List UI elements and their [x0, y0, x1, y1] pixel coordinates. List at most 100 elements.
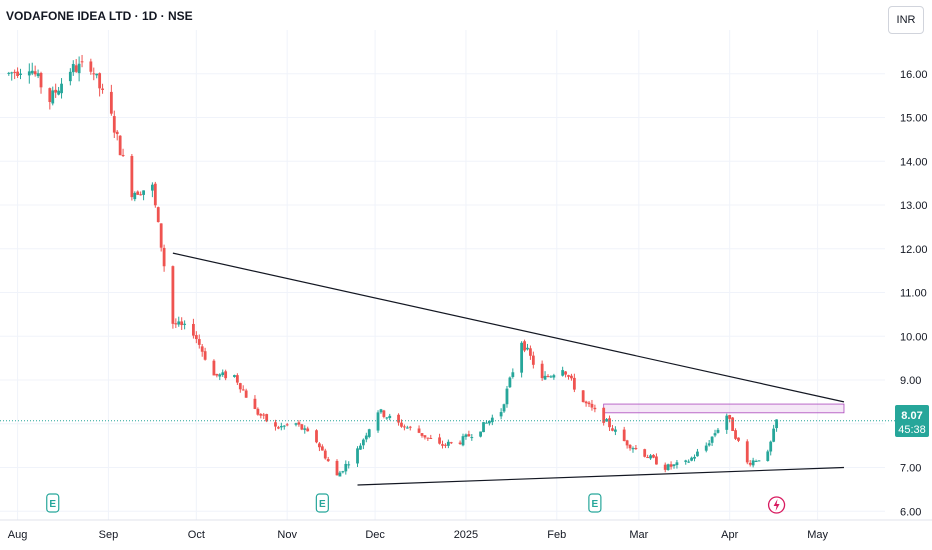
candle-body — [438, 437, 441, 444]
candle-body — [361, 439, 365, 446]
candle-body — [611, 428, 614, 431]
candle-body — [458, 442, 462, 444]
candle-body — [356, 448, 359, 464]
candle-body — [197, 339, 201, 345]
x-tick-label: Aug — [8, 529, 28, 541]
bar-countdown: 45:38 — [898, 424, 926, 436]
candle-body — [602, 407, 606, 423]
candle-body — [529, 348, 532, 356]
candle-body — [215, 373, 219, 376]
candle-body — [388, 415, 392, 419]
candle-body — [60, 83, 63, 94]
candle-body — [315, 430, 318, 443]
candle-body — [303, 428, 307, 430]
time-axis[interactable]: Aug Sep Oct Nov Dec 2025 Feb Mar Apr May — [0, 519, 932, 541]
y-tick-label: 7.00 — [900, 463, 921, 475]
candle-body — [224, 371, 228, 379]
candle-body — [613, 429, 617, 432]
candle-body — [385, 417, 389, 419]
earnings-marker-label: E — [592, 499, 599, 510]
y-tick-label: 16.00 — [900, 69, 928, 81]
candle-body — [183, 323, 187, 325]
candle-body — [646, 457, 650, 459]
candle-body — [174, 323, 178, 325]
candle-body — [543, 375, 547, 380]
candle-body — [276, 427, 280, 429]
candle-body — [590, 403, 594, 408]
candle-body — [725, 415, 729, 430]
candle-body — [417, 428, 421, 433]
x-tick-label: Sep — [99, 529, 119, 541]
candle-body — [429, 437, 433, 439]
candle-body — [693, 456, 696, 459]
candle-body — [16, 71, 19, 76]
candle-body — [13, 71, 17, 73]
candle-body — [109, 91, 113, 114]
candle-body — [379, 409, 383, 413]
earnings-marker-label: E — [49, 499, 56, 510]
candle-body — [669, 464, 673, 467]
candle-body — [194, 335, 198, 340]
candle-body — [549, 376, 553, 378]
candle-body — [153, 183, 157, 206]
candle-body — [511, 372, 515, 377]
x-tick-label: Mar — [629, 529, 648, 541]
candle-body — [364, 435, 368, 440]
candle-body — [426, 437, 430, 439]
candle-body — [757, 460, 761, 462]
candle-body — [625, 440, 629, 446]
candle-body — [326, 459, 330, 462]
x-tick-label: Feb — [547, 529, 566, 541]
candle-body — [446, 441, 450, 446]
candle-body — [684, 460, 688, 462]
candle-body — [707, 443, 711, 446]
candle-body — [716, 429, 720, 433]
candle-body — [133, 192, 137, 200]
candle-body — [98, 73, 102, 89]
candle-body — [300, 424, 304, 430]
currency-button[interactable]: INR — [888, 6, 924, 34]
candle-body — [338, 472, 342, 477]
candle-body — [696, 451, 699, 457]
candle-body — [376, 412, 380, 431]
candle-body — [221, 372, 225, 375]
candle-body — [130, 155, 134, 198]
candle-body — [115, 131, 119, 135]
candle-body — [769, 441, 773, 452]
price-axis[interactable]: 7.008.009.0010.0011.0012.0013.0014.0015.… — [900, 69, 928, 519]
candle-body — [710, 436, 714, 443]
candle-body — [728, 414, 732, 419]
candle-body — [71, 63, 75, 73]
candle-body — [540, 363, 544, 379]
candles — [7, 54, 778, 477]
candle-body — [502, 404, 506, 412]
candle-body — [159, 223, 163, 248]
candle-body — [238, 383, 242, 390]
candle-body — [531, 355, 535, 365]
y-tick-label: 14.00 — [900, 156, 928, 168]
candle-body — [400, 422, 403, 427]
candle-body — [233, 375, 236, 377]
candle-body — [461, 436, 465, 446]
candle-body — [552, 375, 556, 378]
candle-body — [397, 414, 400, 423]
candle-body — [51, 90, 55, 104]
candle-body — [203, 351, 207, 360]
candle-body — [10, 72, 14, 74]
candle-body — [347, 464, 351, 466]
candle-body — [19, 73, 22, 75]
candle-body — [241, 389, 245, 391]
candle-body — [192, 323, 195, 336]
candle-body — [587, 402, 591, 405]
candle-body — [244, 390, 248, 398]
lightning-glyph — [773, 499, 780, 511]
candle-body — [118, 135, 122, 156]
candle-body — [505, 388, 509, 405]
candle-body — [367, 429, 371, 437]
chart-title: VODAFONE IDEA LTD · 1D · NSE — [6, 9, 193, 23]
candle-body — [259, 414, 263, 416]
candle-body — [444, 444, 447, 446]
